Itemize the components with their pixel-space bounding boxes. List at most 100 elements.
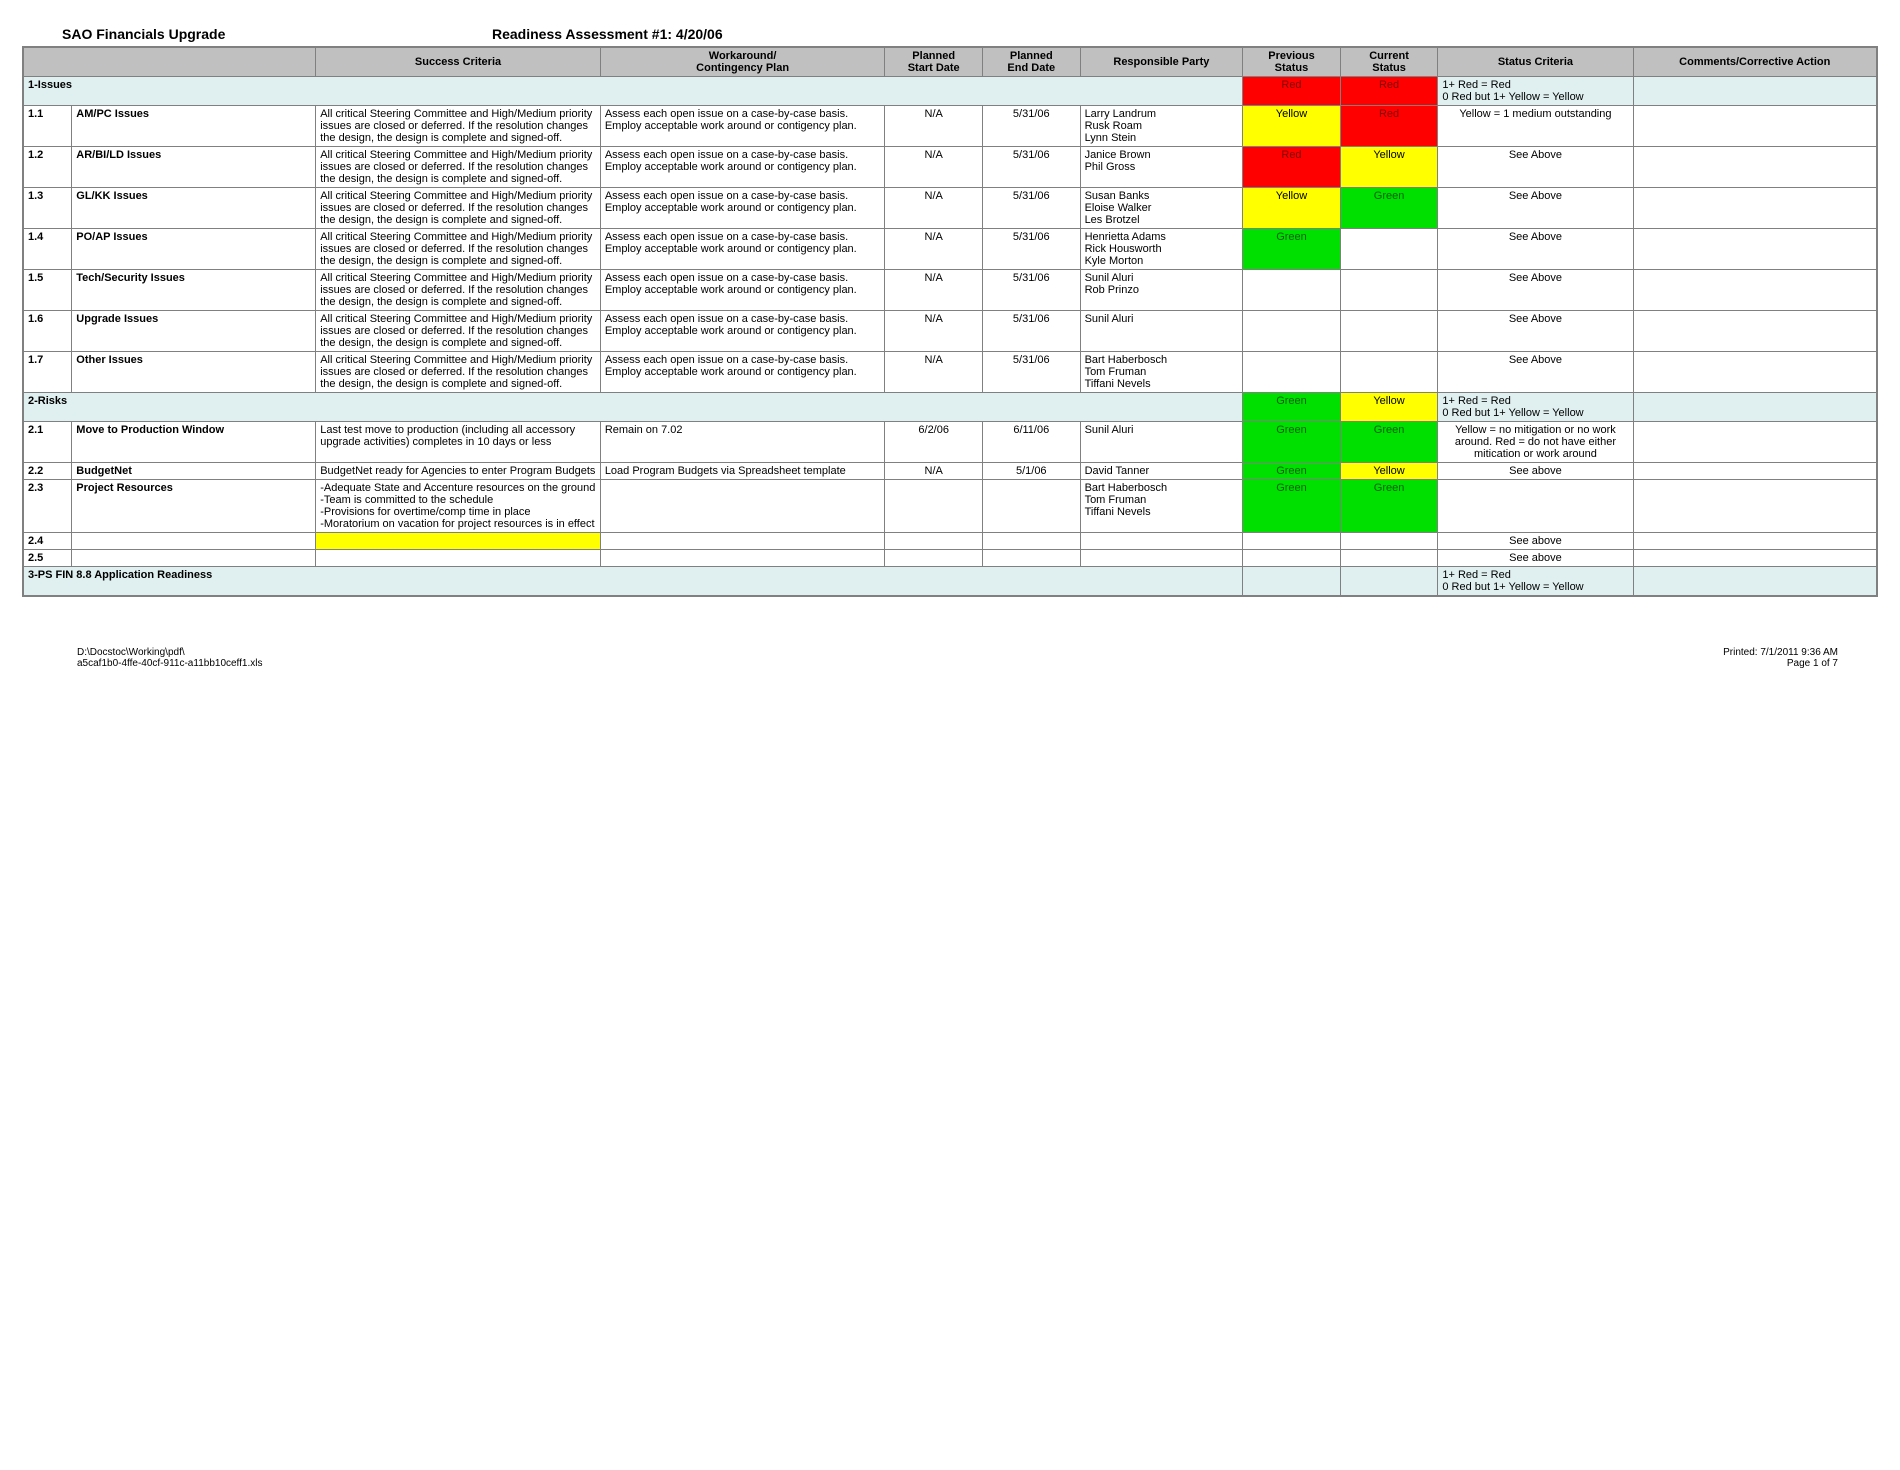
planned-end-date: 5/31/06 bbox=[982, 311, 1080, 352]
status-cell bbox=[1243, 311, 1341, 352]
responsible-party bbox=[1080, 550, 1243, 567]
status-cell: Yellow bbox=[1243, 106, 1341, 147]
section-criteria: 1+ Red = Red 0 Red but 1+ Yellow = Yello… bbox=[1438, 567, 1633, 597]
table-row: 1.4PO/AP IssuesAll critical Steering Com… bbox=[23, 229, 1877, 270]
comments bbox=[1633, 422, 1877, 463]
table-row: 2.2BudgetNetBudgetNet ready for Agencies… bbox=[23, 463, 1877, 480]
comments bbox=[1633, 188, 1877, 229]
workaround: Assess each open issue on a case-by-case… bbox=[600, 311, 885, 352]
planned-end-date: 5/31/06 bbox=[982, 229, 1080, 270]
status-cell: Green bbox=[1340, 480, 1438, 533]
status-cell bbox=[1340, 229, 1438, 270]
planned-end-date bbox=[982, 480, 1080, 533]
critical-path-item: Move to Production Window bbox=[72, 422, 316, 463]
comments bbox=[1633, 480, 1877, 533]
comments bbox=[1633, 147, 1877, 188]
status-cell: Yellow bbox=[1340, 463, 1438, 480]
status-cell bbox=[1340, 352, 1438, 393]
row-id: 1.3 bbox=[23, 188, 72, 229]
critical-path-item: Other Issues bbox=[72, 352, 316, 393]
critical-path-item: Upgrade Issues bbox=[72, 311, 316, 352]
comments bbox=[1633, 533, 1877, 550]
section-title: 2-Risks bbox=[23, 393, 1243, 422]
critical-path-item: AM/PC Issues bbox=[72, 106, 316, 147]
status-criteria: See above bbox=[1438, 533, 1633, 550]
column-header bbox=[23, 47, 316, 77]
section-comments bbox=[1633, 77, 1877, 106]
status-cell: Yellow bbox=[1340, 393, 1438, 422]
planned-start-date: N/A bbox=[885, 188, 983, 229]
critical-path-item: Project Resources bbox=[72, 480, 316, 533]
table-row: 2.4 See above bbox=[23, 533, 1877, 550]
table-row: 2.1Move to Production WindowLast test mo… bbox=[23, 422, 1877, 463]
row-id: 1.5 bbox=[23, 270, 72, 311]
status-cell bbox=[1340, 567, 1438, 597]
planned-end-date: 5/1/06 bbox=[982, 463, 1080, 480]
success-criteria: All critical Steering Committee and High… bbox=[316, 106, 601, 147]
column-header: Current Status bbox=[1340, 47, 1438, 77]
column-header: Success Criteria bbox=[316, 47, 601, 77]
planned-start-date: 6/2/06 bbox=[885, 422, 983, 463]
responsible-party: Bart Haberbosch Tom Fruman Tiffani Nevel… bbox=[1080, 480, 1243, 533]
planned-end-date: 5/31/06 bbox=[982, 188, 1080, 229]
workaround: Assess each open issue on a case-by-case… bbox=[600, 229, 885, 270]
status-criteria: See above bbox=[1438, 463, 1633, 480]
success-criteria: All critical Steering Committee and High… bbox=[316, 352, 601, 393]
success-criteria: All critical Steering Committee and High… bbox=[316, 270, 601, 311]
success-criteria: -Adequate State and Accenture resources … bbox=[316, 480, 601, 533]
header-center-title: Readiness Assessment #1: 4/20/06 bbox=[492, 26, 723, 42]
page-footer: D:\Docstoc\Working\pdf\ a5caf1b0-4ffe-40… bbox=[77, 647, 1838, 669]
section-comments bbox=[1633, 567, 1877, 597]
critical-path-item: AR/BI/LD Issues bbox=[72, 147, 316, 188]
status-cell: Red bbox=[1243, 77, 1341, 106]
page-header: SAO Financials Upgrade Readiness Assessm… bbox=[62, 26, 1878, 42]
section-row: 2-RisksGreenYellow1+ Red = Red 0 Red but… bbox=[23, 393, 1877, 422]
readiness-table: Success CriteriaWorkaround/ Contingency … bbox=[22, 46, 1878, 597]
success-criteria: All critical Steering Committee and High… bbox=[316, 188, 601, 229]
workaround: Assess each open issue on a case-by-case… bbox=[600, 352, 885, 393]
critical-path-item: GL/KK Issues bbox=[72, 188, 316, 229]
status-cell: Green bbox=[1243, 393, 1341, 422]
workaround: Assess each open issue on a case-by-case… bbox=[600, 270, 885, 311]
status-criteria: See Above bbox=[1438, 311, 1633, 352]
workaround bbox=[600, 480, 885, 533]
status-criteria: See Above bbox=[1438, 352, 1633, 393]
workaround: Remain on 7.02 bbox=[600, 422, 885, 463]
planned-start-date: N/A bbox=[885, 463, 983, 480]
table-row: 1.3GL/KK IssuesAll critical Steering Com… bbox=[23, 188, 1877, 229]
responsible-party: David Tanner bbox=[1080, 463, 1243, 480]
status-cell bbox=[1340, 550, 1438, 567]
footer-left: D:\Docstoc\Working\pdf\ a5caf1b0-4ffe-40… bbox=[77, 647, 263, 669]
responsible-party: Sunil Aluri Rob Prinzo bbox=[1080, 270, 1243, 311]
responsible-party bbox=[1080, 533, 1243, 550]
comments bbox=[1633, 270, 1877, 311]
success-criteria: All critical Steering Committee and High… bbox=[316, 311, 601, 352]
critical-path-item: Tech/Security Issues bbox=[72, 270, 316, 311]
planned-start-date: N/A bbox=[885, 311, 983, 352]
status-cell: Yellow bbox=[1243, 188, 1341, 229]
column-header: Previous Status bbox=[1243, 47, 1341, 77]
status-cell bbox=[1243, 550, 1341, 567]
row-id: 2.4 bbox=[23, 533, 72, 550]
responsible-party: Sunil Aluri bbox=[1080, 311, 1243, 352]
status-cell: Red bbox=[1243, 147, 1341, 188]
row-id: 2.5 bbox=[23, 550, 72, 567]
comments bbox=[1633, 106, 1877, 147]
header-left-title: SAO Financials Upgrade bbox=[62, 26, 492, 42]
column-header: Planned Start Date bbox=[885, 47, 983, 77]
workaround: Load Program Budgets via Spreadsheet tem… bbox=[600, 463, 885, 480]
footer-printed: Printed: 7/1/2011 9:36 AM bbox=[1723, 647, 1838, 658]
planned-start-date bbox=[885, 533, 983, 550]
table-row: 1.6Upgrade IssuesAll critical Steering C… bbox=[23, 311, 1877, 352]
column-header: Comments/Corrective Action bbox=[1633, 47, 1877, 77]
status-cell: Red bbox=[1340, 106, 1438, 147]
responsible-party: Janice Brown Phil Gross bbox=[1080, 147, 1243, 188]
table-header: Success CriteriaWorkaround/ Contingency … bbox=[23, 47, 1877, 77]
section-row: 3-PS FIN 8.8 Application Readiness1+ Red… bbox=[23, 567, 1877, 597]
status-cell bbox=[1340, 533, 1438, 550]
success-criteria: BudgetNet ready for Agencies to enter Pr… bbox=[316, 463, 601, 480]
responsible-party: Henrietta Adams Rick Housworth Kyle Mort… bbox=[1080, 229, 1243, 270]
planned-start-date bbox=[885, 550, 983, 567]
workaround: Assess each open issue on a case-by-case… bbox=[600, 188, 885, 229]
success-criteria bbox=[316, 550, 601, 567]
